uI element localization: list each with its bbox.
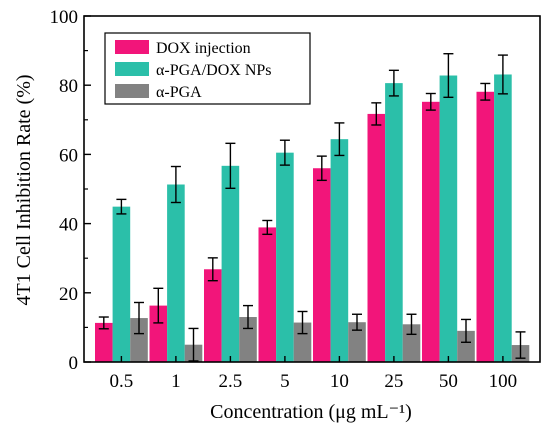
x-tick-label-25: 25	[384, 371, 403, 392]
x-tick-label-1: 1	[171, 371, 181, 392]
bar-pga-dox-nps-100	[494, 74, 512, 362]
bar-pga-10	[348, 322, 366, 362]
x-tick-label-2-5: 2.5	[219, 371, 243, 392]
axis-layer: 0.5 1 2.5 5 10 25 50 100 0 20 40 60 80 100	[50, 7, 518, 392]
legend-label-pga: α-PGA	[156, 84, 202, 101]
error-bar-pga-dox-nps-25	[388, 69, 399, 97]
y-tick-label-60: 60	[59, 145, 78, 166]
y-tick-label-80: 80	[59, 76, 78, 97]
bar-pga-dox-nps-10	[330, 139, 349, 362]
bar-pga-dox-nps-5	[276, 152, 294, 362]
error-bar-pga-dox-nps-50	[443, 53, 454, 99]
error-bar-dox-injection-1	[153, 287, 164, 324]
y-tick-label-100: 100	[50, 7, 79, 28]
error-bar-pga-0-5	[134, 301, 144, 335]
y-tick-label-20: 20	[59, 284, 78, 305]
error-bar-dox-injection-50	[425, 92, 436, 111]
y-tick-label-40: 40	[59, 215, 78, 236]
x-axis-title: Concentration (μg mL⁻¹)	[210, 401, 412, 423]
error-bar-dox-injection-0-5	[98, 316, 109, 330]
error-bars-layer	[98, 53, 526, 362]
legend-swatch-pga	[115, 84, 149, 98]
bar-pga-50	[457, 330, 475, 362]
error-bar-pga-100	[515, 331, 526, 359]
bar-pga-0-5	[130, 318, 148, 362]
bar-pga-dox-nps-1	[167, 184, 185, 362]
bar-dox-injection-0-5	[95, 322, 113, 362]
error-bar-pga-dox-nps-0-5	[116, 198, 127, 215]
error-bar-pga-10	[352, 313, 362, 331]
bar-pga-dox-nps-25	[385, 83, 403, 363]
error-bar-dox-injection-5	[262, 219, 273, 236]
legend-swatch-dox-injection	[115, 40, 149, 54]
bar-dox-injection-10	[313, 168, 331, 362]
x-tick-label-10: 10	[330, 371, 349, 392]
bar-dox-injection-25	[367, 113, 386, 362]
bar-dox-injection-2-5	[204, 269, 222, 362]
bar-pga-5	[293, 322, 312, 362]
error-bar-dox-injection-10	[316, 155, 327, 182]
x-tick-label-5: 5	[280, 371, 290, 392]
legend-label-pga-dox-nps: α-PGA/DOX NPs	[156, 62, 272, 79]
bar-dox-injection-5	[258, 227, 277, 362]
x-tick-label-50: 50	[439, 371, 458, 392]
error-bar-pga-1	[188, 327, 199, 362]
legend: DOX injection α-PGA/DOX NPs α-PGA	[104, 32, 311, 105]
x-tick-label-100: 100	[489, 371, 518, 392]
error-bar-pga-dox-nps-10	[334, 122, 345, 157]
error-bar-dox-injection-100	[480, 82, 491, 101]
error-bar-pga-2-5	[243, 304, 253, 330]
error-bar-pga-dox-nps-1	[170, 165, 181, 204]
error-bar-pga-5	[297, 310, 308, 335]
error-bar-pga-dox-nps-5	[279, 139, 290, 166]
x-tick-label-0-5: 0.5	[110, 371, 134, 392]
y-tick-label-0: 0	[69, 353, 79, 374]
bars-layer	[95, 74, 530, 363]
legend-label-dox-injection: DOX injection	[156, 40, 251, 57]
error-bar-pga-dox-nps-100	[497, 54, 508, 95]
bar-pga-dox-nps-0-5	[112, 206, 131, 362]
legend-swatch-pga-dox-nps	[115, 62, 149, 76]
bar-pga-dox-nps-2-5	[221, 165, 240, 362]
bar-dox-injection-50	[422, 101, 440, 363]
bar-dox-injection-1	[149, 305, 168, 362]
error-bar-pga-50	[461, 318, 471, 343]
error-bar-pga-dox-nps-2-5	[225, 142, 236, 190]
error-bar-dox-injection-2-5	[207, 257, 218, 282]
error-bar-pga-25	[406, 313, 417, 336]
y-axis-title: 4T1 Cell Inhibition Rate (%)	[13, 74, 35, 305]
bar-pga-dox-nps-50	[439, 75, 458, 363]
error-bar-dox-injection-25	[371, 102, 382, 126]
bar-dox-injection-100	[476, 91, 495, 363]
